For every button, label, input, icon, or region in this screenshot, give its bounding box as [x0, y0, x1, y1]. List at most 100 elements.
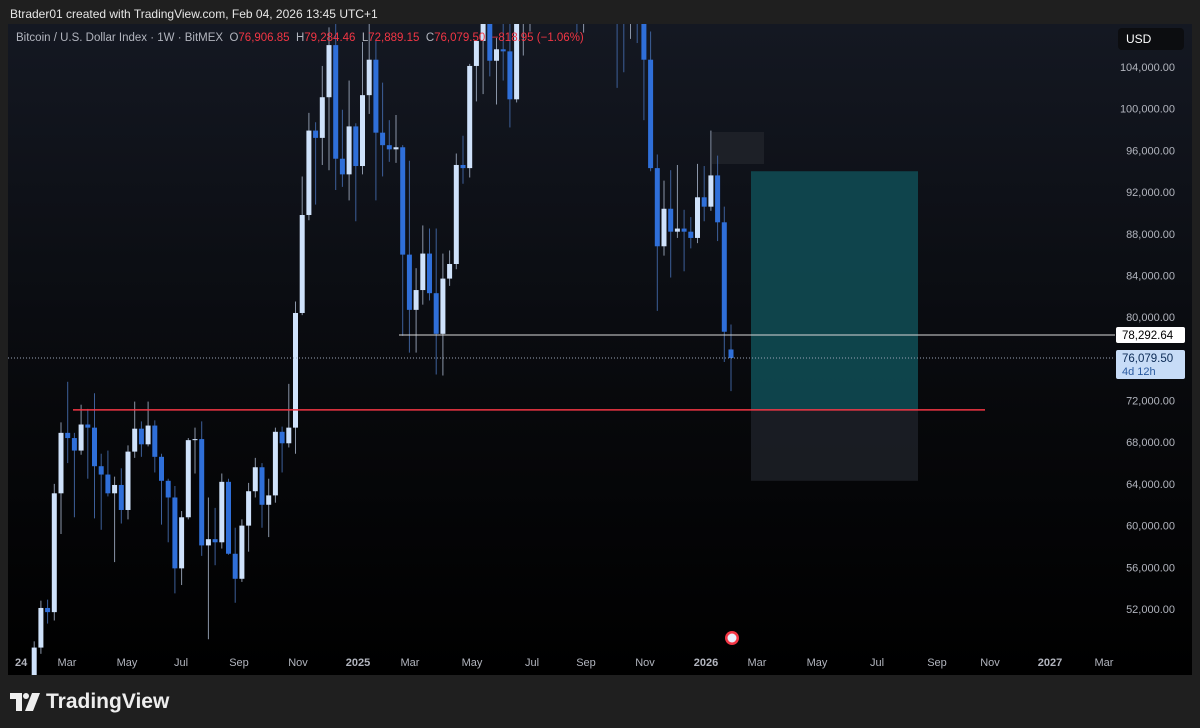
x-tick-label: May — [117, 657, 138, 669]
candle-down — [406, 254, 412, 310]
y-tick-label: 100,000.00 — [1120, 104, 1175, 116]
candle-up — [661, 208, 667, 247]
candle-up — [440, 278, 446, 334]
candlestick-chart[interactable]: 104,000.00 100,000.00 96,000.00 92,000.00 88… — [8, 24, 1192, 675]
candle-up — [453, 164, 459, 264]
candle-down — [259, 467, 265, 505]
candle-up — [393, 147, 399, 150]
candle-up — [205, 539, 211, 546]
candle-up — [413, 290, 419, 310]
x-tick-label: 24 — [15, 657, 28, 669]
candle-down — [226, 481, 231, 554]
candle-down — [433, 293, 439, 334]
candle-down — [98, 466, 104, 475]
close-value: 76,079.50 — [434, 32, 486, 44]
x-tick-label: 2026 — [694, 657, 718, 669]
candle-up — [420, 253, 426, 291]
y-tick-label: 80,000.00 — [1126, 312, 1175, 324]
y-tick-label: 88,000.00 — [1126, 229, 1175, 241]
candle-down — [152, 425, 158, 457]
y-tick-label: 56,000.00 — [1126, 562, 1175, 574]
tradingview-logo-icon — [10, 693, 40, 711]
candle-up — [78, 424, 84, 451]
currency-button[interactable]: USD — [1118, 28, 1184, 50]
candle-down — [339, 158, 345, 175]
y-tick-label: 104,000.00 — [1120, 62, 1175, 74]
candle-down — [400, 147, 406, 255]
candle-down — [212, 539, 218, 543]
candle-down — [654, 168, 660, 247]
candle-down — [681, 228, 687, 232]
candle-down — [313, 130, 319, 138]
x-tick-label: Nov — [288, 657, 308, 669]
low-value: 72,889.15 — [368, 32, 420, 44]
x-tick-label: May — [807, 657, 828, 669]
candle-down — [688, 231, 694, 238]
candle-up — [51, 493, 57, 613]
candle-up — [494, 49, 499, 61]
x-tick-label: Mar — [1095, 657, 1114, 669]
y-tick-label: 68,000.00 — [1126, 437, 1175, 449]
candle-down — [386, 145, 392, 150]
candle-up — [239, 525, 245, 579]
candle-down — [85, 424, 91, 428]
level-price-label-bg — [1116, 326, 1185, 343]
candle-up — [360, 95, 365, 167]
stop-zone — [751, 409, 918, 481]
close-label: C — [425, 32, 435, 44]
candle-up — [266, 495, 272, 505]
candle-down — [159, 456, 164, 481]
candle-down — [232, 553, 238, 579]
candle-up — [58, 432, 64, 494]
low-label: L — [361, 32, 369, 44]
candle-down — [427, 253, 432, 294]
candle-down — [648, 59, 654, 169]
candle-up — [319, 97, 325, 138]
open-value: 76,906.85 — [238, 32, 290, 44]
candle-down — [172, 497, 178, 569]
candle-down — [279, 431, 285, 444]
candle-down — [373, 59, 379, 133]
candle-down — [721, 222, 727, 332]
candle-up — [145, 425, 151, 445]
candle-up — [708, 175, 714, 207]
x-tick-label: Mar — [401, 657, 420, 669]
y-tick-label: 96,000.00 — [1126, 145, 1175, 157]
x-tick-label: Nov — [980, 657, 1000, 669]
x-tick-label: Sep — [229, 657, 249, 669]
x-tick-label: Jul — [870, 657, 884, 669]
chart-panel[interactable]: 104,000.00 100,000.00 96,000.00 92,000.00 88… — [8, 24, 1192, 675]
candle-up — [326, 45, 332, 98]
candle-up — [192, 439, 198, 441]
x-tick-label: Nov — [635, 657, 655, 669]
brand-name: TradingView — [46, 690, 170, 713]
high-label: H — [295, 32, 305, 44]
candle-down — [715, 175, 721, 223]
x-tick-label: May — [462, 657, 483, 669]
candle-up — [286, 427, 292, 444]
candle-down — [487, 24, 493, 61]
candle-down — [105, 474, 111, 494]
us-flag-event-icon-inner — [727, 633, 737, 643]
candle-down — [460, 164, 466, 169]
x-tick-label: Jul — [174, 657, 188, 669]
candle-up — [306, 130, 312, 216]
candle-down — [165, 480, 171, 498]
current-price-label: 76,079.50 — [1122, 353, 1173, 365]
candle-up — [447, 263, 453, 279]
candle-up — [252, 467, 258, 492]
candle-down — [45, 607, 51, 613]
candle-down — [71, 438, 77, 451]
candle-down — [500, 49, 506, 52]
y-tick-label: 52,000.00 — [1126, 604, 1175, 616]
x-tick-label: Mar — [748, 657, 767, 669]
change-value: −818.95 (−1.06%) — [491, 32, 584, 44]
x-tick-label: Jul — [525, 657, 539, 669]
candle-up — [219, 481, 225, 543]
candle-up — [179, 517, 185, 569]
candle-up — [299, 215, 305, 313]
candle-down — [701, 197, 707, 207]
candle-down — [92, 427, 97, 467]
y-tick-label: 72,000.00 — [1126, 396, 1175, 408]
x-tick-label: Sep — [576, 657, 596, 669]
